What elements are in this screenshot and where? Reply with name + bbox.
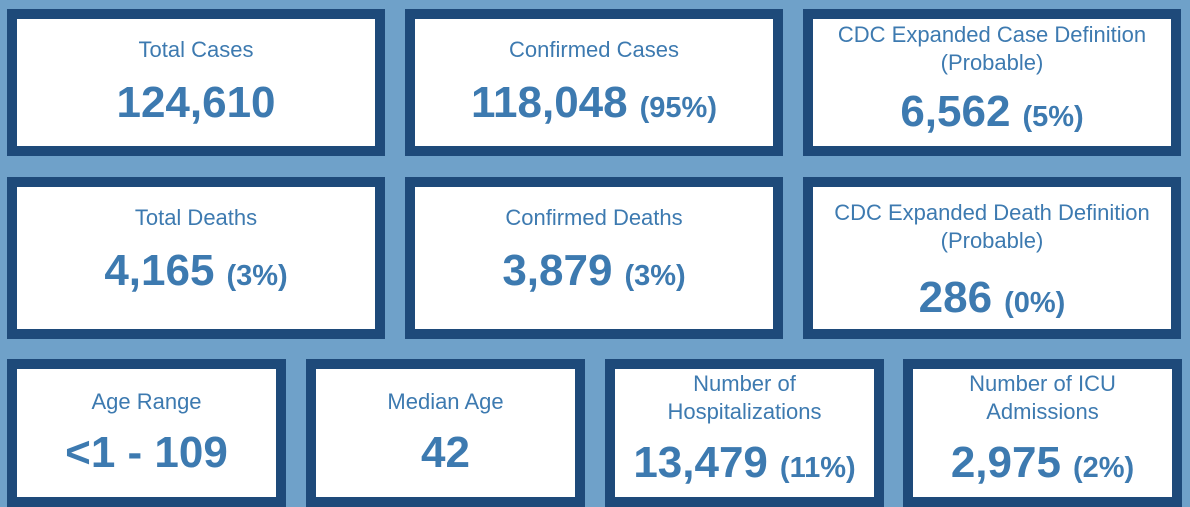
card-value: 124,610 bbox=[116, 78, 276, 127]
card-value-row: 42 bbox=[421, 428, 470, 478]
card-percent: (3%) bbox=[624, 260, 686, 292]
card-value: 4,165 bbox=[104, 246, 215, 295]
card-value-row: <1 - 109 bbox=[65, 428, 228, 478]
card-percent: (11%) bbox=[779, 452, 856, 484]
card-value: <1 - 109 bbox=[65, 428, 228, 477]
card-value: 286 bbox=[918, 273, 993, 322]
card-percent: (2%) bbox=[1072, 452, 1135, 484]
age-range-card: Age Range <1 - 109 bbox=[7, 359, 286, 507]
card-value: 13,479 bbox=[633, 438, 768, 487]
card-value-row: 3,879 (3%) bbox=[502, 246, 685, 296]
card-label: CDC Expanded Death Definition (Probable) bbox=[834, 200, 1150, 253]
card-label: Total Cases bbox=[138, 37, 254, 62]
card-label: Median Age bbox=[387, 389, 504, 414]
card-label: Number of Hospitalizations bbox=[667, 371, 822, 424]
card-value-row: 6,562 (5%) bbox=[900, 87, 1083, 137]
card-percent: (0%) bbox=[1004, 287, 1066, 319]
card-value: 6,562 bbox=[900, 87, 1011, 136]
total-deaths-card: Total Deaths 4,165 (3%) bbox=[7, 177, 385, 339]
confirmed-deaths-card: Confirmed Deaths 3,879 (3%) bbox=[405, 177, 783, 339]
card-label: Confirmed Cases bbox=[509, 37, 679, 62]
icu-admissions-card: Number of ICU Admissions 2,975 (2%) bbox=[903, 359, 1182, 507]
hospitalizations-card: Number of Hospitalizations 13,479 (11%) bbox=[605, 359, 884, 507]
card-percent: (5%) bbox=[1022, 101, 1084, 133]
card-value: 118,048 bbox=[471, 78, 628, 127]
card-value-row: 13,479 (11%) bbox=[633, 438, 855, 488]
card-value: 2,975 bbox=[950, 438, 1061, 487]
card-label: Number of ICU Admissions bbox=[969, 371, 1116, 424]
card-value: 3,879 bbox=[502, 246, 613, 295]
card-value-row: 118,048 (95%) bbox=[471, 78, 717, 128]
card-value: 42 bbox=[421, 428, 470, 477]
total-cases-card: Total Cases 124,610 bbox=[7, 9, 385, 156]
card-percent: (3%) bbox=[226, 260, 288, 292]
card-percent: (95%) bbox=[639, 92, 717, 124]
card-value-row: 2,975 (2%) bbox=[951, 438, 1134, 488]
probable-cases-card: CDC Expanded Case Definition (Probable) … bbox=[803, 9, 1181, 156]
confirmed-cases-card: Confirmed Cases 118,048 (95%) bbox=[405, 9, 783, 156]
card-value-row: 4,165 (3%) bbox=[104, 246, 287, 296]
card-label: CDC Expanded Case Definition (Probable) bbox=[837, 22, 1147, 75]
probable-deaths-card: CDC Expanded Death Definition (Probable)… bbox=[803, 177, 1181, 339]
card-value-row: 124,610 bbox=[116, 78, 275, 128]
card-value-row: 286 (0%) bbox=[919, 273, 1066, 323]
card-label: Age Range bbox=[91, 389, 202, 414]
median-age-card: Median Age 42 bbox=[306, 359, 585, 507]
card-label: Confirmed Deaths bbox=[505, 205, 683, 230]
card-label: Total Deaths bbox=[134, 205, 258, 230]
